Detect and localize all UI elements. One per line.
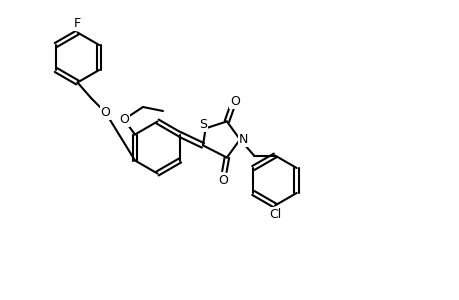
Text: O: O — [218, 174, 228, 187]
Text: S: S — [199, 118, 207, 131]
Text: O: O — [119, 113, 129, 126]
Text: O: O — [230, 95, 240, 108]
Text: N: N — [238, 133, 248, 146]
Text: O: O — [101, 106, 110, 119]
Text: F: F — [74, 17, 81, 30]
Text: Cl: Cl — [269, 208, 280, 221]
